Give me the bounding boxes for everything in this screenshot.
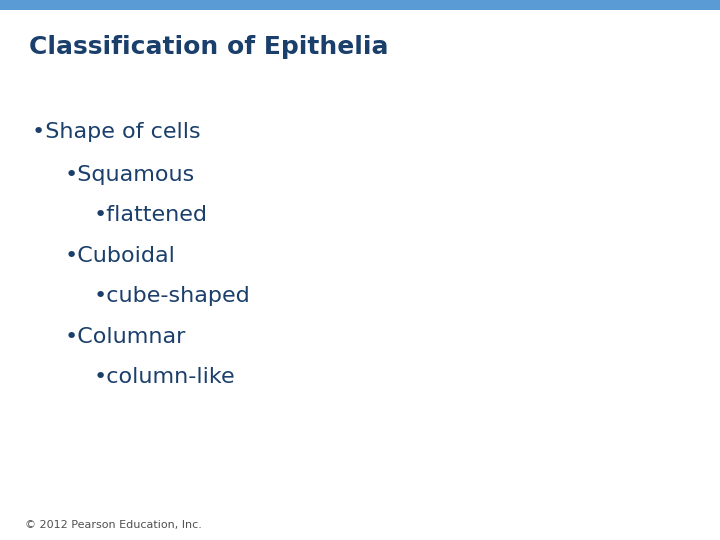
Text: •flattened: •flattened [94, 205, 207, 225]
Text: •Squamous: •Squamous [65, 165, 195, 185]
Text: •cube-shaped: •cube-shaped [94, 286, 251, 306]
FancyBboxPatch shape [0, 0, 720, 10]
Text: •column-like: •column-like [94, 367, 235, 387]
Text: © 2012 Pearson Education, Inc.: © 2012 Pearson Education, Inc. [25, 520, 202, 530]
Text: •Columnar: •Columnar [65, 327, 186, 347]
Text: Classification of Epithelia: Classification of Epithelia [29, 35, 388, 59]
Text: •Shape of cells: •Shape of cells [32, 122, 201, 141]
Text: •Cuboidal: •Cuboidal [65, 246, 176, 266]
